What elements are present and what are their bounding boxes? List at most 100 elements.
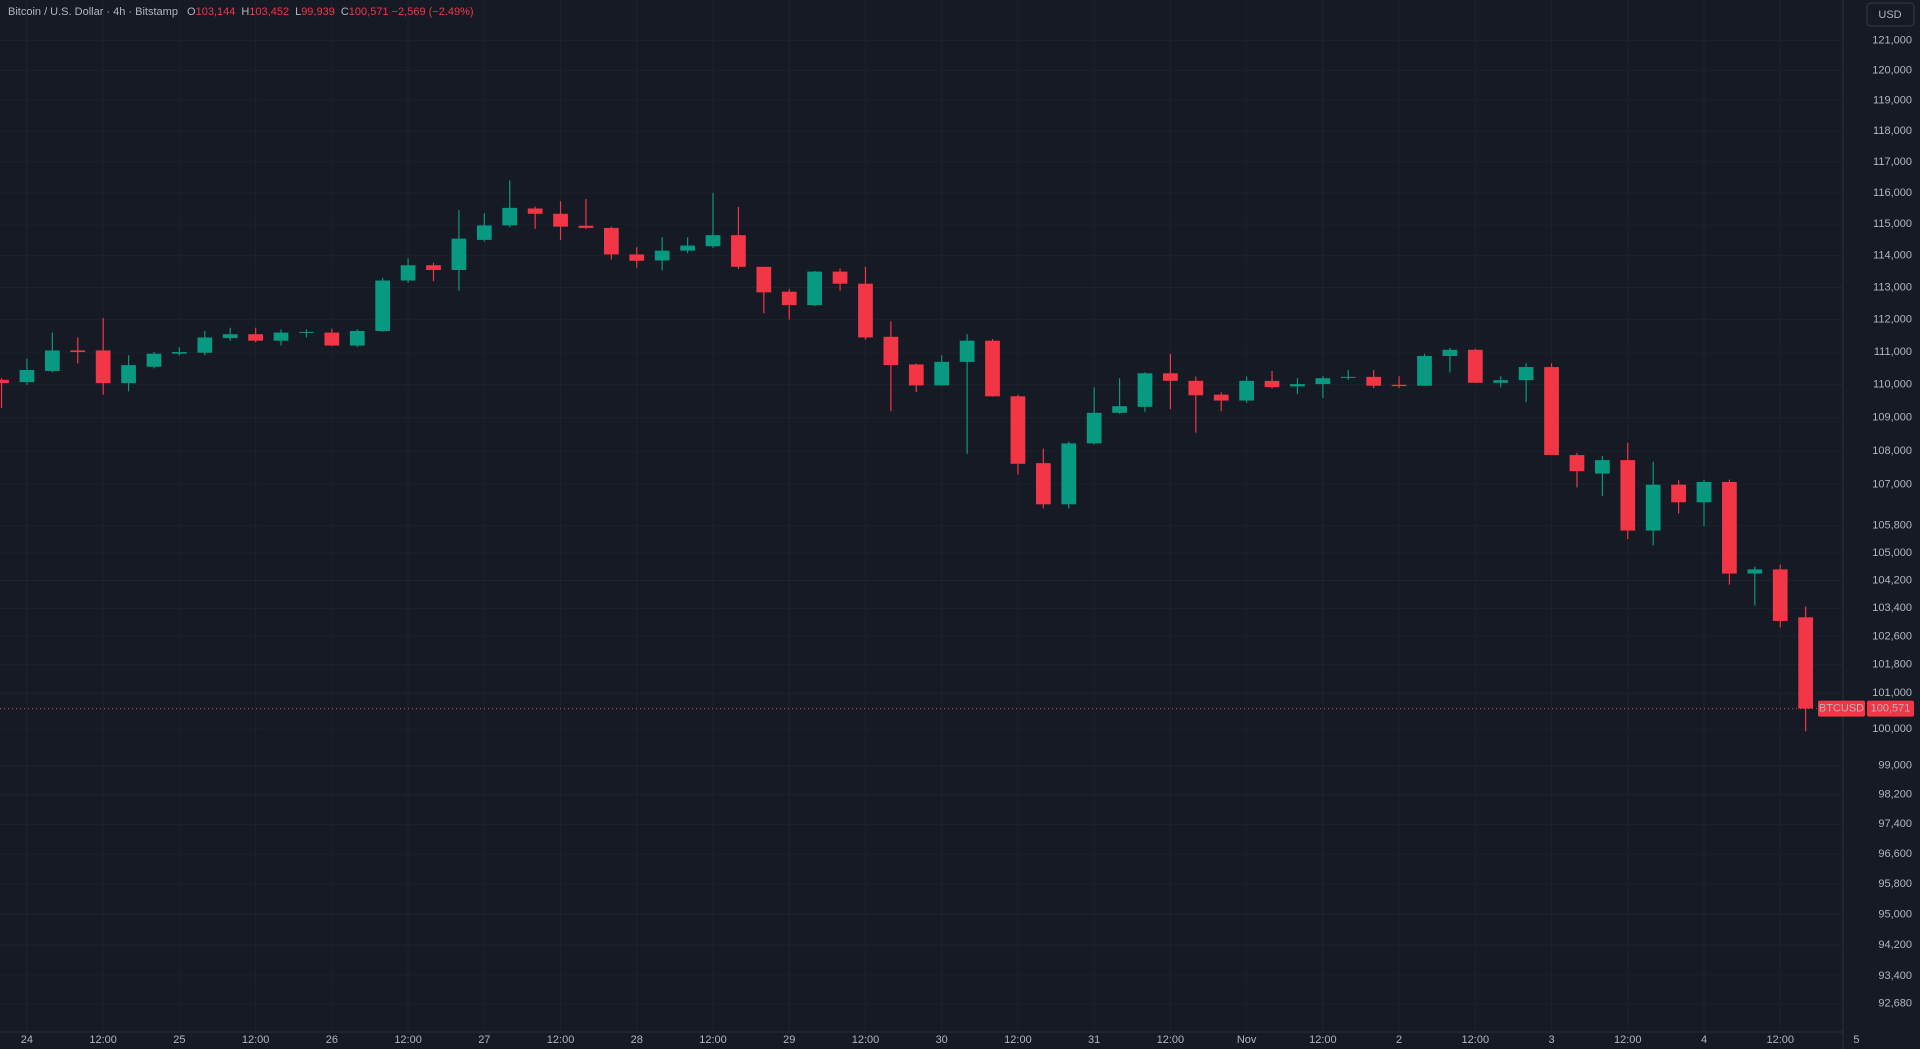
candle-body <box>908 364 924 386</box>
symbol-tag <box>1818 700 1865 717</box>
candle-body <box>1315 378 1331 385</box>
candle-body <box>1417 355 1432 386</box>
candle-body <box>985 340 1000 397</box>
y-tick-label: 115,000 <box>1873 218 1912 230</box>
candle-body <box>1772 569 1788 621</box>
x-tick-label: 12:00 <box>242 1034 270 1046</box>
x-tick-label: 29 <box>783 1034 795 1046</box>
y-tick-label: 104,200 <box>1872 574 1912 586</box>
candle-body <box>1722 481 1737 574</box>
x-tick-label: 12:00 <box>1157 1034 1185 1046</box>
y-tick-label: 113,000 <box>1873 281 1912 293</box>
ohlc-value: 100,571 <box>349 6 389 18</box>
ohlc-value: 103,452 <box>249 6 289 18</box>
candle-body <box>603 227 619 255</box>
candle-body <box>832 271 848 284</box>
x-tick-label: 26 <box>326 1034 338 1046</box>
x-tick-label: 27 <box>478 1034 490 1046</box>
candle-body <box>1137 373 1153 407</box>
y-tick-label: 105,000 <box>1872 547 1912 559</box>
y-tick-label: 94,200 <box>1878 939 1912 951</box>
x-tick-label: 12:00 <box>547 1034 575 1046</box>
candle-body <box>1594 460 1610 474</box>
y-tick-label: 120,000 <box>1872 64 1912 76</box>
x-tick-label: 12:00 <box>1462 1034 1490 1046</box>
change: −2,569 (−2.49%) <box>392 6 474 18</box>
candle-body <box>426 265 441 270</box>
candle-body <box>578 225 594 228</box>
candle-body <box>1569 455 1585 472</box>
candle-body <box>858 283 873 338</box>
x-tick-label: 24 <box>21 1034 33 1046</box>
candle-body <box>1086 412 1102 444</box>
candle-body <box>1213 394 1229 401</box>
candle-body <box>1163 373 1178 381</box>
x-tick-label: 5 <box>1853 1034 1859 1046</box>
candle-body <box>527 208 543 214</box>
y-tick-label: 117,000 <box>1873 156 1912 168</box>
candle-body <box>19 370 35 383</box>
y-tick-label: 101,000 <box>1872 687 1912 699</box>
y-tick-label: 95,800 <box>1878 878 1912 890</box>
candle-body <box>44 350 60 371</box>
x-tick-label: 31 <box>1088 1034 1100 1046</box>
candle-body <box>1391 384 1407 387</box>
y-tick-label: 95,000 <box>1878 908 1912 920</box>
x-tick-label: 12:00 <box>1309 1034 1337 1046</box>
y-tick-label: 118,000 <box>1873 125 1912 137</box>
candle-body <box>451 238 467 270</box>
candle-body <box>1696 481 1712 503</box>
ohlc-value: 99,939 <box>301 6 335 18</box>
y-tick-label: 101,800 <box>1872 659 1912 671</box>
ohlc-value: 103,144 <box>196 6 236 18</box>
y-tick-label: 109,000 <box>1872 412 1912 424</box>
y-tick-label: 100,000 <box>1872 723 1912 735</box>
y-tick-label: 119,000 <box>1873 95 1912 107</box>
x-tick-label: Nov <box>1237 1034 1257 1046</box>
candle-body <box>273 332 289 341</box>
y-tick-label: 121,000 <box>1872 34 1912 46</box>
x-tick-label: 3 <box>1548 1034 1554 1046</box>
candle-body <box>959 340 975 362</box>
candle-body <box>934 361 950 386</box>
candle-body <box>781 291 797 306</box>
x-tick-label: 12:00 <box>1766 1034 1794 1046</box>
candle-body <box>1747 569 1763 574</box>
candle-body <box>1798 617 1814 709</box>
candle-body <box>476 225 492 240</box>
candle-body <box>1061 443 1077 505</box>
candle-body <box>349 330 365 346</box>
axis-labels: 121,000 120,000 119,000 118,000 117,000 116,0… <box>21 34 1914 1046</box>
candle-body <box>1518 367 1534 381</box>
candle-body <box>1010 396 1026 464</box>
x-tick-label: 12:00 <box>89 1034 117 1046</box>
candle-body <box>1340 376 1356 378</box>
y-tick-label: 96,600 <box>1878 848 1912 860</box>
candle-body <box>1493 380 1509 383</box>
candle-body <box>299 331 314 333</box>
x-tick-label: 12:00 <box>1004 1034 1032 1046</box>
candle-body <box>680 245 695 251</box>
currency-button[interactable] <box>1866 2 1915 27</box>
y-tick-label: 99,000 <box>1878 759 1912 771</box>
y-tick-label: 98,200 <box>1878 789 1912 801</box>
candle-body <box>1239 380 1254 401</box>
candle-body <box>1035 463 1051 505</box>
y-tick-label: 112,000 <box>1873 314 1912 326</box>
ohlc-key: L <box>295 6 301 18</box>
candle-body <box>400 265 416 281</box>
candle-body <box>1366 376 1382 386</box>
y-tick-label: 92,680 <box>1878 998 1912 1010</box>
y-tick-label: 110,000 <box>1873 379 1912 391</box>
candle-body <box>0 379 9 384</box>
currency-label[interactable]: USD <box>1878 9 1901 21</box>
candle-body <box>1645 484 1661 531</box>
ohlc-key: H <box>241 6 249 18</box>
candle-body <box>1467 349 1483 383</box>
candle-body <box>70 350 86 353</box>
candle-body <box>1112 406 1127 413</box>
candle-body <box>222 334 238 339</box>
candle-body <box>756 266 772 293</box>
y-tick-label: 116,000 <box>1873 187 1912 199</box>
